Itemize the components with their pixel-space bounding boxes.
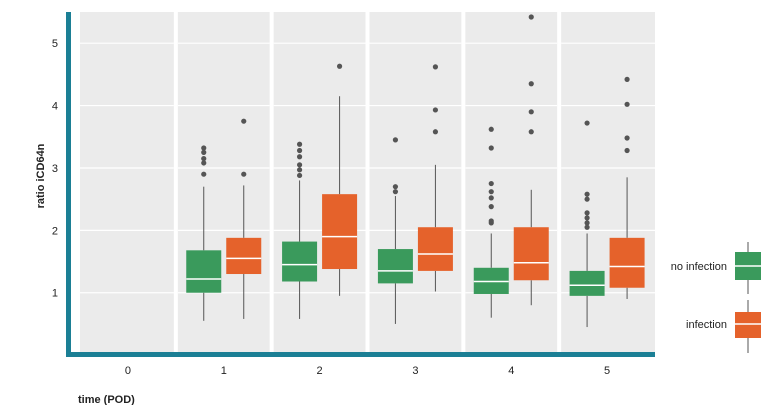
legend-swatch [735, 312, 761, 338]
outlier-point [296, 162, 303, 168]
outlier-point [584, 120, 590, 126]
box-body [282, 241, 318, 282]
x-axis-label: time (POD) [78, 394, 135, 405]
box-no-infection-2 [282, 141, 318, 319]
box-body [609, 237, 645, 288]
outlier-point [584, 191, 590, 197]
y-tick-label: 1 [52, 288, 58, 300]
outlier-point [241, 118, 247, 124]
outlier-point [624, 147, 630, 154]
y-tick-label: 4 [52, 101, 58, 113]
legend-label: no infection [671, 261, 727, 273]
outlier-point [584, 220, 590, 226]
outlier-point [201, 171, 207, 177]
legend-item-no-infection: no infection [671, 242, 761, 294]
box-body [513, 227, 549, 281]
outlier-point [336, 63, 343, 69]
facet-panel [177, 12, 270, 352]
outlier-point [392, 137, 399, 143]
outlier-point [488, 204, 494, 210]
y-tick-label: 5 [52, 38, 58, 50]
outlier-point [432, 107, 439, 113]
facet-panel [369, 12, 462, 352]
tick-labels: 1 2 3 4 5 0 1 2 3 4 5 [52, 38, 610, 377]
y-tick-label: 3 [52, 163, 58, 175]
outlier-point [201, 149, 207, 155]
box-infection-2 [322, 63, 358, 296]
outlier-point [624, 135, 630, 141]
facet-panel [561, 12, 655, 352]
outlier-point [584, 224, 590, 230]
box-groups [186, 14, 645, 328]
outlier-point [528, 14, 534, 20]
outlier-point [392, 184, 399, 190]
box-body [569, 270, 605, 296]
facet-panel [80, 12, 174, 352]
outlier-point [488, 195, 494, 201]
legend-item-infection: infection [686, 300, 761, 353]
outlier-point [296, 167, 303, 173]
outlier-point [584, 215, 590, 221]
outlier-point [201, 145, 207, 151]
outlier-point [201, 156, 207, 162]
box-body [226, 237, 262, 275]
box-no-infection-1 [186, 145, 222, 321]
x-axis-line [66, 352, 655, 357]
y-axis-line [66, 12, 71, 356]
outlier-point [241, 171, 247, 177]
y-axis-label: ratio iCD64n [35, 143, 47, 208]
outlier-point [296, 141, 303, 147]
outlier-point [488, 218, 494, 224]
outlier-point [296, 147, 303, 154]
axes [66, 12, 655, 357]
outlier-point [488, 145, 494, 151]
facet-panel [465, 12, 558, 352]
plot-panels [80, 12, 655, 352]
outlier-point [528, 81, 534, 87]
outlier-point [624, 76, 630, 82]
outlier-point [296, 154, 303, 160]
outlier-point [432, 64, 439, 70]
box-body [322, 194, 358, 270]
box-no-infection-3 [377, 137, 413, 324]
legend-label: infection [686, 319, 727, 331]
outlier-point [624, 101, 630, 107]
outlier-point [488, 180, 494, 187]
box-body [186, 250, 222, 293]
outlier-point [201, 160, 207, 166]
x-tick-label: 1 [221, 365, 227, 377]
x-tick-label: 0 [125, 365, 131, 377]
box-infection-1 [226, 118, 262, 319]
box-infection-4 [513, 14, 549, 306]
x-tick-label: 3 [412, 365, 418, 377]
legend: no infection infection [671, 242, 761, 353]
box-infection-5 [609, 76, 645, 299]
box-infection-3 [417, 64, 453, 292]
outlier-point [584, 210, 590, 216]
box-body [417, 227, 453, 271]
outlier-point [488, 126, 494, 132]
box-no-infection-5 [569, 120, 605, 328]
facet-panel [273, 12, 366, 352]
outlier-point [432, 129, 439, 135]
x-tick-label: 2 [317, 365, 323, 377]
outlier-point [392, 189, 399, 195]
box-body [377, 249, 413, 284]
x-tick-label: 5 [604, 365, 610, 377]
outlier-point [296, 172, 303, 179]
outlier-point [528, 129, 534, 135]
x-tick-label: 4 [508, 365, 514, 377]
outlier-point [584, 196, 590, 202]
y-tick-label: 2 [52, 225, 58, 237]
box-no-infection-4 [473, 126, 509, 318]
outlier-point [528, 109, 534, 115]
outlier-point [488, 189, 494, 195]
